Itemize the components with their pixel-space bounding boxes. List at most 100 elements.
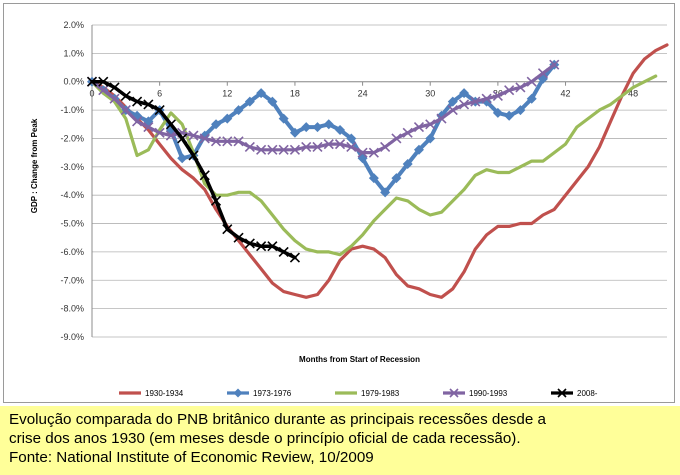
y-tick-label: 2.0%	[63, 20, 84, 30]
data-point-1973-1976	[380, 187, 391, 198]
data-point-1990-1993	[109, 93, 120, 104]
data-point-1990-1993	[346, 141, 357, 153]
data-point-2008-	[233, 232, 244, 243]
caption-line-2: crise dos anos 1930 (em meses desde o pr…	[9, 430, 521, 447]
data-point-2008-	[165, 119, 176, 130]
data-point-1990-1993	[413, 122, 425, 133]
data-point-2008-	[289, 252, 301, 263]
data-point-1973-1976	[244, 96, 255, 107]
series-line-1930-1934	[90, 43, 669, 299]
data-point-1990-1993	[436, 113, 447, 124]
caption-box: Evolução comparada do PNB britânico dura…	[0, 406, 680, 475]
y-tick-label: 0.0%	[63, 77, 84, 87]
data-point-1990-1993	[132, 116, 143, 127]
data-point-1990-1993	[526, 76, 537, 87]
data-point-1990-1993	[425, 119, 436, 130]
data-point-2008-	[109, 82, 120, 93]
data-point-1973-1976	[459, 88, 470, 99]
data-point-2008-	[154, 105, 165, 116]
data-point-2008-	[188, 150, 199, 161]
x-tick-label: 0	[89, 89, 94, 99]
data-point-1990-1993	[301, 141, 312, 153]
x-tick-label: 18	[290, 89, 300, 99]
data-point-1990-1993	[165, 130, 176, 141]
data-point-1973-1976	[368, 173, 379, 184]
x-tick-label: 12	[222, 89, 232, 99]
x-tick-label: 6	[157, 89, 162, 99]
legend-label-1979-1983: 1979-1983	[361, 389, 400, 398]
data-point-1990-1993	[278, 144, 289, 155]
data-point-1990-1993	[549, 59, 560, 70]
data-point-1990-1993	[120, 105, 131, 116]
data-point-1990-1993	[537, 68, 549, 79]
legend-label-2008-: 2008-	[577, 389, 598, 398]
y-tick-label: -2.0%	[60, 133, 84, 143]
x-tick-label: 42	[561, 89, 571, 99]
data-point-1973-1976	[492, 107, 503, 118]
data-point-1990-1993	[481, 93, 492, 104]
data-point-2008-	[222, 224, 233, 235]
data-point-1990-1993	[515, 82, 526, 93]
data-point-1973-1976	[504, 110, 515, 121]
x-tick-label: 36	[493, 89, 503, 99]
caption-source: Fonte: National Institute of Economic Re…	[9, 449, 374, 466]
data-point-1973-1976	[211, 119, 222, 130]
data-point-1990-1993	[210, 136, 222, 147]
data-point-1973-1976	[447, 96, 458, 107]
y-tick-label: -7.0%	[60, 275, 84, 285]
data-point-1973-1976	[402, 158, 413, 169]
y-tick-label: -4.0%	[60, 190, 84, 200]
data-point-1973-1976	[425, 133, 436, 144]
data-point-1973-1976	[233, 105, 244, 116]
data-point-1973-1976	[301, 122, 312, 133]
data-point-2008-	[177, 133, 188, 144]
data-point-1973-1976	[312, 122, 323, 133]
data-point-1990-1993	[188, 130, 199, 141]
data-point-1990-1993	[402, 127, 413, 138]
data-point-1973-1976	[289, 127, 300, 138]
data-point-1973-1976	[222, 113, 233, 124]
data-point-2008-	[267, 241, 278, 252]
data-point-2008-	[143, 99, 154, 110]
data-point-1990-1993	[233, 136, 244, 147]
data-point-1990-1993	[154, 127, 165, 138]
data-point-1990-1993	[504, 85, 515, 96]
data-point-2008-	[120, 90, 131, 101]
x-tick-label: 24	[358, 89, 368, 99]
data-point-2008-	[132, 96, 143, 107]
data-point-2008-	[98, 76, 109, 87]
data-point-1990-1993	[312, 141, 323, 153]
data-point-1990-1993	[391, 133, 402, 144]
data-point-1990-1993	[199, 133, 210, 144]
data-point-1990-1993	[470, 96, 481, 107]
data-point-1973-1976	[267, 96, 278, 107]
data-point-2008-	[244, 238, 255, 249]
data-point-1973-1976	[526, 93, 537, 104]
x-axis-title: Months from Start of Recession	[299, 355, 420, 364]
data-point-1990-1993	[256, 144, 267, 155]
data-point-1990-1993	[222, 136, 233, 147]
data-point-1990-1993	[380, 141, 391, 153]
data-point-1973-1976	[391, 173, 402, 184]
y-tick-label: -6.0%	[60, 247, 84, 257]
data-point-2008-	[199, 170, 210, 181]
data-point-1973-1976	[515, 105, 526, 116]
y-tick-label: -9.0%	[60, 332, 84, 342]
y-tick-label: 1.0%	[63, 48, 84, 58]
data-point-1973-1976	[177, 153, 188, 164]
y-tick-label: -1.0%	[60, 105, 84, 115]
legend-marker-1990-1993	[449, 388, 459, 398]
y-tick-label: -8.0%	[60, 304, 84, 314]
y-axis-title: GDP : Change from Peak	[30, 118, 39, 213]
y-tick-label: -3.0%	[60, 162, 84, 172]
data-point-2008-	[210, 195, 222, 206]
data-point-1990-1993	[334, 139, 346, 150]
data-point-1990-1993	[143, 122, 154, 133]
data-point-1973-1976	[256, 88, 267, 99]
data-point-1990-1993	[357, 147, 368, 158]
legend-marker-1973-1976	[233, 388, 243, 398]
data-point-1990-1993	[447, 105, 458, 116]
data-point-1990-1993	[244, 141, 255, 153]
series-line-1990-1993	[90, 63, 556, 155]
data-point-1990-1993	[492, 90, 503, 101]
